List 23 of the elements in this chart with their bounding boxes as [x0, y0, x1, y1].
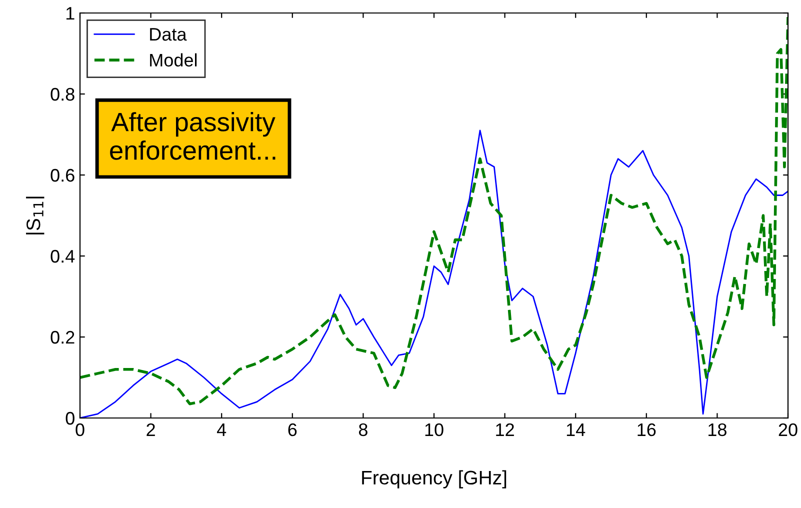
- x-tick-label: 20: [778, 423, 798, 436]
- x-tick-label: 14: [566, 424, 586, 436]
- x-tick-label: 0: [76, 423, 84, 436]
- line-series: [80, 16, 788, 406]
- x-tick-label: 2: [146, 423, 155, 436]
- legend-label: Model: [150, 53, 197, 67]
- y-tick-label: 0.4: [50, 250, 75, 263]
- y-tick-label: 0.6: [50, 168, 74, 182]
- legend-label: Data: [150, 28, 187, 41]
- x-tick-label: 10: [425, 423, 444, 436]
- y-axis-title: |S$_{11}$|: [26, 196, 44, 234]
- y-tick-label: 0: [66, 412, 74, 425]
- x-tick-label: 16: [638, 423, 656, 436]
- y-tick-label: 1: [66, 7, 74, 20]
- x-tick-label: 18: [708, 423, 726, 436]
- x-axis-title: Frequency [GHz]: [362, 470, 506, 488]
- y-tick-label: 0.8: [50, 88, 74, 101]
- x-tick-label: 8: [358, 423, 368, 436]
- x-tick-label: 4: [216, 424, 226, 436]
- x-tick-label: 12: [496, 423, 514, 436]
- annotation: After passivity enforcement...: [110, 112, 276, 160]
- x-tick-label: 6: [288, 423, 297, 436]
- y-tick-label: 0.2: [50, 330, 74, 344]
